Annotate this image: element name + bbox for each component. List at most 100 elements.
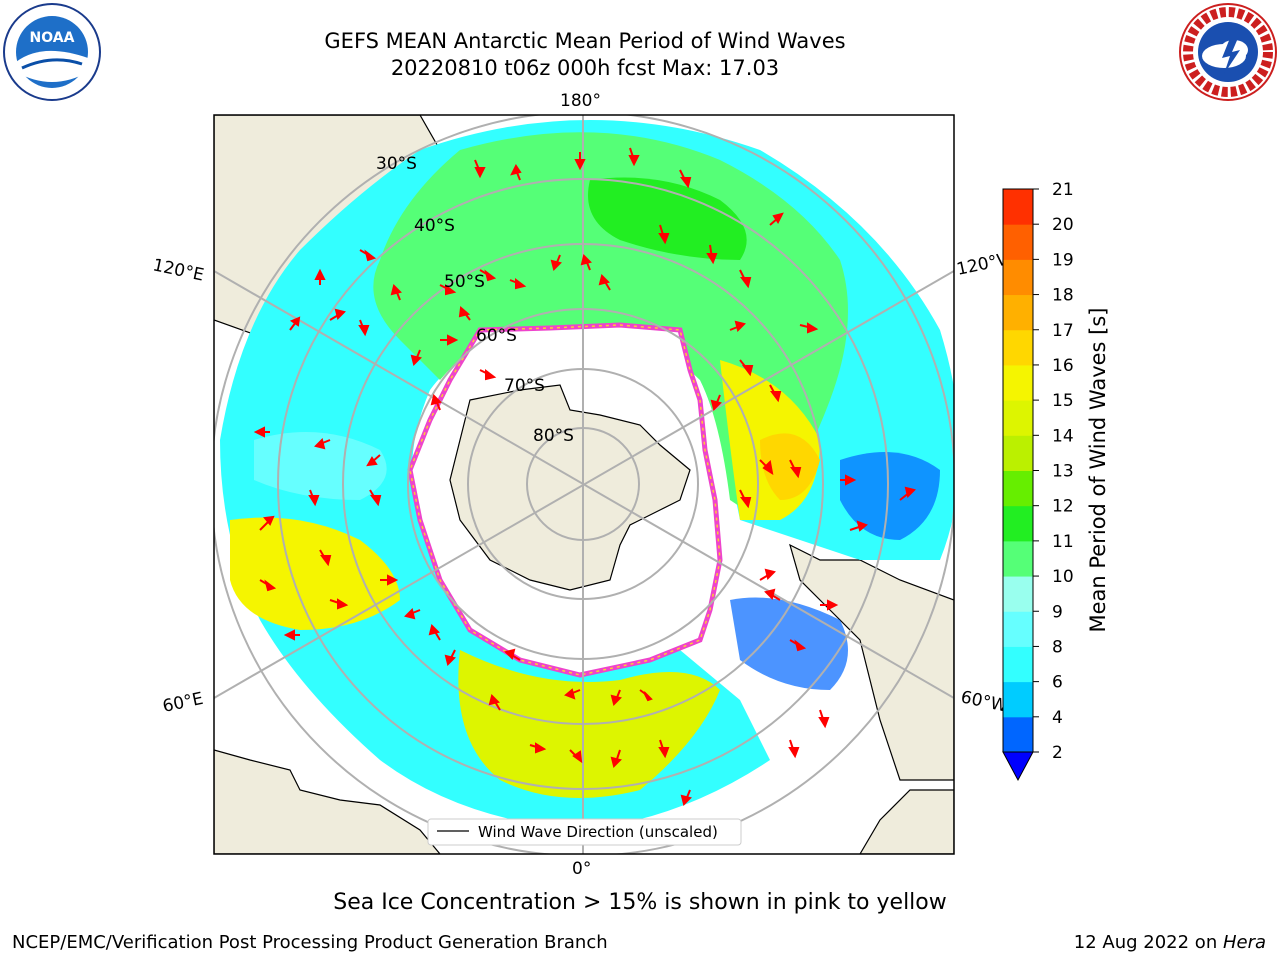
wave-arrow	[569, 749, 583, 764]
graticule	[214, 115, 954, 854]
wave-arrow	[679, 169, 692, 189]
colorbar-tick-label: 4	[1052, 708, 1063, 728]
wave-arrow	[259, 579, 277, 592]
latitude-labels: 30°S 40°S 50°S 60°S 70°S 80°S	[376, 154, 574, 446]
colorbar-tick-label: 20	[1052, 215, 1074, 235]
wave-arrow	[680, 789, 692, 806]
map-legend: Wind Wave Direction (unscaled)	[427, 818, 742, 846]
wave-arrow	[788, 739, 800, 759]
map-frame	[213, 114, 955, 855]
wave-arrow	[504, 648, 521, 661]
wave-arrow	[739, 269, 752, 289]
noaa-logo: NOAA	[2, 2, 102, 102]
wave-arrow	[628, 147, 640, 167]
wave-arrow	[764, 588, 781, 601]
wave-direction-arrows	[253, 147, 916, 806]
colorbar-segment	[1003, 716, 1033, 753]
lon-label: 0°	[572, 859, 591, 879]
wave-arrow	[474, 159, 486, 179]
wave-arrow	[329, 598, 349, 610]
wave-arrow	[818, 709, 830, 729]
colorbar-segment	[1003, 364, 1033, 401]
wave-arrow	[410, 349, 422, 366]
footer-date-text: 12 Aug 2022 on	[1073, 932, 1223, 953]
colorbar-segment	[1003, 681, 1033, 718]
colorbar: 2 4 6 8 9 10 11 12 13 14 15 16 17 18 19 20 21	[1002, 180, 1074, 782]
wave-arrow	[430, 394, 442, 411]
lon-label: 120°E	[151, 255, 206, 285]
colorbar-segment	[1003, 189, 1033, 225]
wave-arrow	[380, 574, 399, 586]
wave-arrow	[289, 316, 301, 331]
wave-arrow	[359, 249, 377, 262]
footer-date: 12 Aug 2022 on Hera	[1074, 932, 1266, 953]
wave-arrow	[706, 244, 718, 265]
lat-label: 80°S	[533, 426, 574, 446]
wave-arrow	[550, 254, 562, 271]
wave-arrow	[479, 369, 497, 381]
wave-arrow	[358, 319, 370, 337]
wave-arrow	[440, 334, 459, 346]
footer-machine: Hera	[1222, 932, 1266, 953]
wave-arrow	[488, 694, 501, 711]
colorbar-segment	[1003, 224, 1033, 260]
wave-arrow	[444, 649, 456, 666]
wave-arrow	[319, 549, 332, 567]
wave-arrow	[799, 322, 819, 334]
wave-arrow	[390, 284, 402, 301]
colorbar-tick-label: 8	[1052, 637, 1063, 657]
colorbar-tick-label: 17	[1052, 321, 1074, 341]
colorbar-segment	[1003, 505, 1033, 542]
wave-arrow	[820, 599, 839, 611]
wave-arrow	[253, 426, 270, 438]
wave-arrow	[739, 489, 752, 509]
wave-arrow	[366, 454, 381, 467]
colorbar-tick-label: 10	[1052, 567, 1074, 587]
wave-arrow	[658, 739, 670, 759]
lat-label: 50°S	[444, 272, 485, 292]
colorbar-segment	[1003, 435, 1033, 471]
lat-label: 70°S	[504, 376, 545, 396]
wave-arrow	[479, 269, 497, 282]
colorbar-tick-label: 15	[1052, 391, 1074, 411]
colorbar-tick-label: 6	[1052, 673, 1063, 693]
legend-label: Wind Wave Direction (unscaled)	[478, 823, 718, 841]
chart-subtitle: 20220810 t06z 000h fcst Max: 17.03	[390, 56, 780, 80]
wave-arrow	[610, 689, 622, 706]
colorbar-under-extension	[1002, 751, 1034, 782]
wave-arrow	[658, 224, 670, 245]
colorbar-tick-label: 11	[1052, 532, 1074, 552]
nws-logo	[1178, 2, 1278, 102]
wave-arrow	[574, 152, 586, 171]
colorbar-tick-label: 12	[1052, 497, 1074, 517]
colorbar-segment	[1003, 576, 1033, 612]
wave-arrow	[639, 689, 653, 702]
wave-arrow	[789, 459, 802, 479]
wave-arrow	[840, 474, 857, 486]
colorbar-tick-label: 13	[1052, 462, 1074, 482]
africa-land	[214, 749, 441, 854]
lon-label: 60°E	[161, 689, 205, 717]
lat-label: 60°S	[476, 326, 517, 346]
lat-label: 40°S	[414, 216, 455, 236]
wave-arrow	[849, 520, 868, 532]
wave-arrow	[308, 489, 320, 507]
wave-arrow	[439, 284, 457, 296]
colorbar-segment	[1003, 400, 1033, 436]
colorbar-tick-label: 18	[1052, 286, 1074, 306]
wave-arrow	[259, 515, 275, 531]
lon-label: 60°W	[959, 687, 1009, 716]
wave-arrow	[314, 268, 326, 285]
wave-arrow	[329, 308, 346, 321]
lon-label: 180°	[560, 91, 601, 111]
wave-arrow	[510, 164, 522, 181]
south-america-tip-land	[859, 789, 954, 854]
colorbar-tick-label: 19	[1052, 250, 1074, 270]
colorbar-segment	[1003, 611, 1033, 647]
wave-arrow	[899, 486, 916, 501]
colorbar-segment	[1003, 540, 1033, 577]
wave-arrow	[759, 459, 774, 476]
noaa-logo-text: NOAA	[30, 30, 75, 46]
wave-arrow	[710, 394, 722, 411]
